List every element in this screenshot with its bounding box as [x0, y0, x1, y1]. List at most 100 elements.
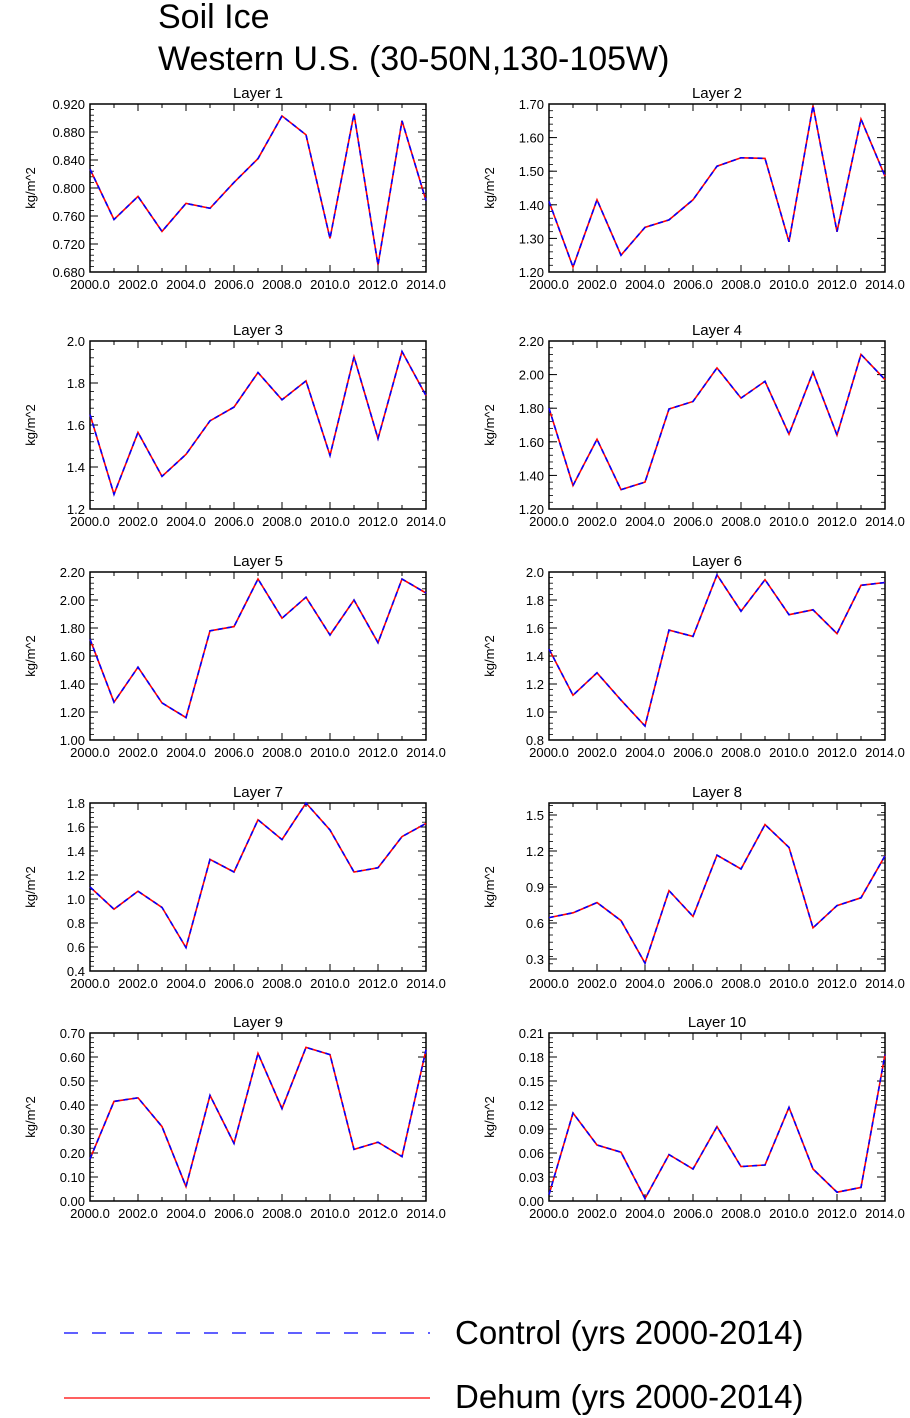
layer-5-ylabel: kg/m^2: [23, 635, 38, 677]
layer-6-ytick-label: 0.8: [526, 733, 544, 748]
layer-9-ytick-label: 0.30: [60, 1122, 85, 1137]
layer-6-ytick-label: 1.0: [526, 705, 544, 720]
layer-7-title: Layer 7: [233, 784, 283, 801]
layer-10-ytick-label: 0.00: [519, 1194, 544, 1209]
layer-4-series-control: [548, 352, 886, 491]
layer-5-panel: Layer 5 2000.0 2002.0 2004.0 2006.0 2008.0 201…: [23, 553, 446, 760]
legend-dehum-label: Dehum (yrs 2000-2014): [455, 1378, 804, 1415]
layer-5-xtick-label: 2000.0: [70, 745, 110, 760]
layer-3-xtick-label: 2012.0: [358, 514, 398, 529]
layer-10-ytick-label: 0.12: [519, 1098, 544, 1113]
layer-5-ytick-label: 1.80: [60, 621, 85, 636]
layer-4-ytick-label: 1.60: [519, 435, 544, 450]
layer-9-xtick-label: 2010.0: [310, 1206, 350, 1221]
layer-5-ytick-label: 2.00: [60, 593, 85, 608]
layer-6-title: Layer 6: [692, 553, 742, 570]
layer-5-xtick-label: 2012.0: [358, 745, 398, 760]
layer-9-ytick-label: 0.40: [60, 1098, 85, 1113]
layer-8-frame: [548, 802, 886, 972]
layer-8-xtick-label: 2010.0: [769, 976, 809, 991]
layer-4-frame: [548, 340, 886, 510]
layer-6-xtick-label: 2010.0: [769, 745, 809, 760]
layer-1-xtick-label: 2004.0: [166, 277, 206, 292]
layer-2-ytick-label: 1.60: [519, 131, 544, 146]
layer-10-series-control: [548, 1054, 886, 1201]
layer-9-xtick-label: 2006.0: [214, 1206, 254, 1221]
layer-9-ytick-label: 0.60: [60, 1050, 85, 1065]
layer-9-xtick-label: 2012.0: [358, 1206, 398, 1221]
layer-5-series-dehum: [89, 577, 427, 719]
layer-5-xtick-label: 2010.0: [310, 745, 350, 760]
layer-6-ytick-label: 2.0: [526, 565, 544, 580]
layer-8-xtick-label: 2004.0: [625, 976, 665, 991]
layer-6-xtick-label: 2008.0: [721, 745, 761, 760]
layer-2-ytick-label: 1.30: [519, 231, 544, 246]
layer-6-xtick-label: 2004.0: [625, 745, 665, 760]
layer-9-xtick-label: 2002.0: [118, 1206, 158, 1221]
layer-10-xtick-label: 2006.0: [673, 1206, 713, 1221]
layer-3-xtick-label: 2006.0: [214, 514, 254, 529]
layer-1-panel: Layer 1 2000.0 2002.0 2004.0 2006.0 2008.0 201…: [23, 85, 446, 292]
layer-8-panel: Layer 8 2000.0 2002.0 2004.0 2006.0 2008.0 201…: [482, 784, 905, 991]
layer-10-xtick-label: 2008.0: [721, 1206, 761, 1221]
layer-3-xtick-label: 2000.0: [70, 514, 110, 529]
layer-2-xtick-label: 2014.0: [865, 277, 905, 292]
layer-8-ytick-label: 0.6: [526, 916, 544, 931]
layer-1-xtick-label: 2008.0: [262, 277, 302, 292]
layer-7-xtick-label: 2010.0: [310, 976, 350, 991]
legend-control-label: Control (yrs 2000-2014): [455, 1314, 804, 1351]
layer-5-xtick-label: 2004.0: [166, 745, 206, 760]
layer-3-ytick-label: 1.4: [67, 460, 85, 475]
layer-1-ytick-label: 0.680: [52, 265, 85, 280]
layer-7-xtick-label: 2006.0: [214, 976, 254, 991]
layer-2-title: Layer 2: [692, 85, 742, 102]
layer-7-xtick-label: 2008.0: [262, 976, 302, 991]
layer-7-ytick-label: 0.6: [67, 940, 85, 955]
layer-4-xtick-label: 2000.0: [529, 514, 569, 529]
layer-10-series-dehum: [548, 1054, 886, 1201]
layer-5-xtick-label: 2008.0: [262, 745, 302, 760]
layer-7-ytick-label: 0.4: [67, 964, 85, 979]
layer-6-ytick-label: 1.6: [526, 621, 544, 636]
layer-6-ytick-label: 1.2: [526, 677, 544, 692]
layer-9-xtick-label: 2000.0: [70, 1206, 110, 1221]
layer-4-ytick-label: 2.20: [519, 334, 544, 349]
layer-10-ytick-label: 0.06: [519, 1146, 544, 1161]
layer-10-xtick-label: 2010.0: [769, 1206, 809, 1221]
layer-3-ytick-label: 2.0: [67, 334, 85, 349]
layer-3-title: Layer 3: [233, 322, 283, 339]
layer-5-xtick-label: 2014.0: [406, 745, 446, 760]
layer-7-xtick-label: 2004.0: [166, 976, 206, 991]
chart-title-line1: Soil Ice: [158, 0, 270, 36]
layer-4-title: Layer 4: [692, 322, 742, 339]
layer-7-frame: [89, 802, 427, 972]
layer-8-series-dehum: [548, 823, 886, 966]
layer-2-series-control: [548, 105, 886, 270]
layer-5-ytick-label: 1.60: [60, 649, 85, 664]
layer-8-series-control: [548, 823, 886, 966]
layer-7-ytick-label: 1.6: [67, 820, 85, 835]
layer-8-xtick-label: 2002.0: [577, 976, 617, 991]
layer-3-xtick-label: 2014.0: [406, 514, 446, 529]
layer-1-ytick-label: 0.720: [52, 237, 85, 252]
layer-1-ytick-label: 0.880: [52, 125, 85, 140]
layer-5-frame: [89, 571, 427, 741]
layer-5-ytick-label: 1.40: [60, 677, 85, 692]
layer-3-xtick-label: 2010.0: [310, 514, 350, 529]
layer-7-ytick-label: 1.8: [67, 796, 85, 811]
layer-6-series-dehum: [548, 573, 886, 728]
layer-7-panel: Layer 7 2000.0 2002.0 2004.0 2006.0 2008.0 201…: [23, 784, 446, 991]
layer-2-xtick-label: 2006.0: [673, 277, 713, 292]
layer-3-frame: [89, 340, 427, 510]
layer-2-ytick-label: 1.40: [519, 198, 544, 213]
layer-2-frame: [548, 103, 886, 273]
layer-9-ytick-label: 0.50: [60, 1074, 85, 1089]
layer-9-ytick-label: 0.00: [60, 1194, 85, 1209]
layer-10-frame: [548, 1032, 886, 1202]
layer-6-frame: [548, 571, 886, 741]
layer-1-xtick-label: 2002.0: [118, 277, 158, 292]
layer-8-ytick-label: 1.5: [526, 808, 544, 823]
layer-4-panel: Layer 4 2000.0 2002.0 2004.0 2006.0 2008.0 201…: [482, 322, 905, 529]
layer-1-ytick-label: 0.920: [52, 97, 85, 112]
layer-1-ytick-label: 0.800: [52, 181, 85, 196]
